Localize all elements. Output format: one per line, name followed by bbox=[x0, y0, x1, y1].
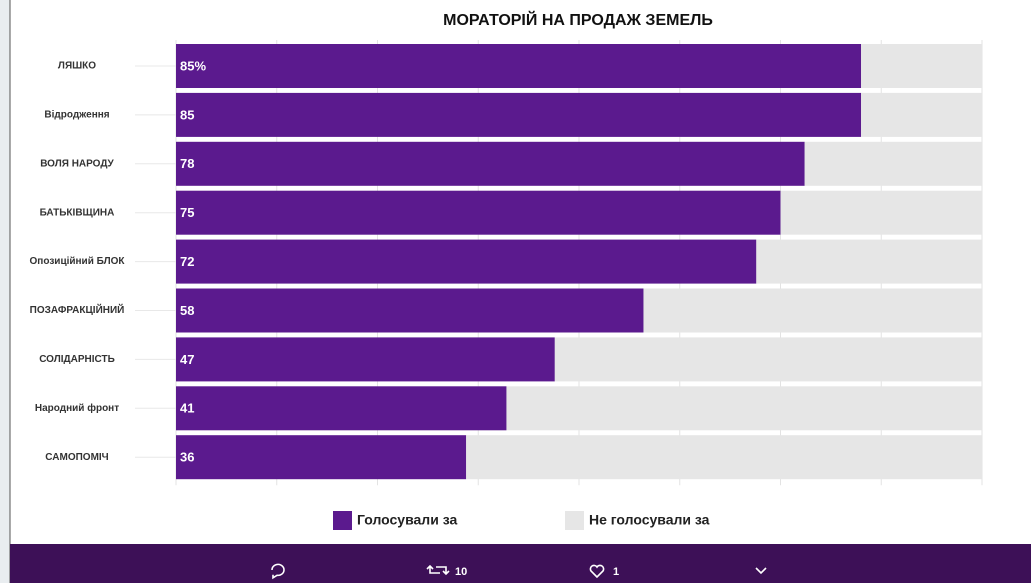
legend-swatch bbox=[565, 511, 584, 530]
bar-segment bbox=[176, 288, 644, 333]
chart-title: МОРАТОРІЙ НА ПРОДАЖ ЗЕМЕЛЬ bbox=[443, 10, 713, 29]
category-label: Опозиційний БЛОК bbox=[30, 256, 126, 267]
bar-segment bbox=[756, 239, 982, 284]
category-label: Народний фронт bbox=[35, 402, 119, 414]
bar-segment bbox=[554, 337, 982, 382]
legend-label: Голосували за bbox=[357, 512, 457, 528]
category-label: Відродження bbox=[44, 110, 109, 121]
value-label: 58 bbox=[180, 303, 194, 318]
like-icon[interactable] bbox=[589, 564, 605, 579]
value-label: 85% bbox=[180, 58, 206, 73]
bar-segment bbox=[804, 141, 982, 186]
like-count: 1 bbox=[613, 566, 619, 578]
retweet-icon[interactable] bbox=[426, 564, 450, 576]
category-label: САМОПОМІЧ bbox=[45, 452, 108, 463]
bar-segment bbox=[861, 92, 982, 137]
legend-swatch bbox=[333, 511, 352, 530]
tweet-bar bbox=[10, 544, 1031, 583]
reply-icon[interactable] bbox=[271, 563, 285, 580]
value-label: 85 bbox=[180, 107, 194, 122]
bar-segment bbox=[176, 190, 781, 235]
value-label: 78 bbox=[180, 156, 194, 171]
bar-segment bbox=[176, 386, 507, 431]
value-label: 41 bbox=[180, 401, 194, 416]
value-label: 47 bbox=[180, 352, 194, 367]
bar-segment bbox=[780, 190, 982, 235]
value-label: 72 bbox=[180, 254, 194, 269]
value-label: 36 bbox=[180, 450, 194, 465]
value-label: 75 bbox=[180, 205, 194, 220]
plot: ЛЯШКО 85% Відродження 85 ВОЛЯ НАРОДУ 78 БАТЬКІ… bbox=[30, 40, 983, 530]
bar-segment bbox=[861, 44, 982, 88]
bar-segment bbox=[466, 435, 982, 480]
category-label: ЛЯШКО bbox=[58, 61, 96, 72]
legend-label: Не голосували за bbox=[589, 512, 710, 528]
bar-segment bbox=[176, 435, 467, 480]
category-label: СОЛІДАРНІСТЬ bbox=[39, 354, 115, 365]
bar-segment bbox=[176, 92, 862, 137]
bar-segment bbox=[176, 239, 757, 284]
bar-segment bbox=[176, 337, 555, 382]
category-label: БАТЬКІВЩИНА bbox=[40, 207, 115, 218]
more-icon[interactable] bbox=[755, 567, 767, 575]
bar-segment bbox=[176, 141, 805, 186]
page-margin bbox=[0, 0, 10, 583]
tweet-icons bbox=[271, 563, 767, 580]
bar-segment bbox=[506, 386, 982, 431]
category-label: ВОЛЯ НАРОДУ bbox=[40, 158, 114, 169]
category-label: ПОЗАФРАКЦІЙНИЙ bbox=[30, 303, 125, 316]
bar-segment bbox=[176, 44, 862, 88]
retweet-count: 10 bbox=[455, 566, 467, 578]
bar-segment bbox=[643, 288, 982, 333]
